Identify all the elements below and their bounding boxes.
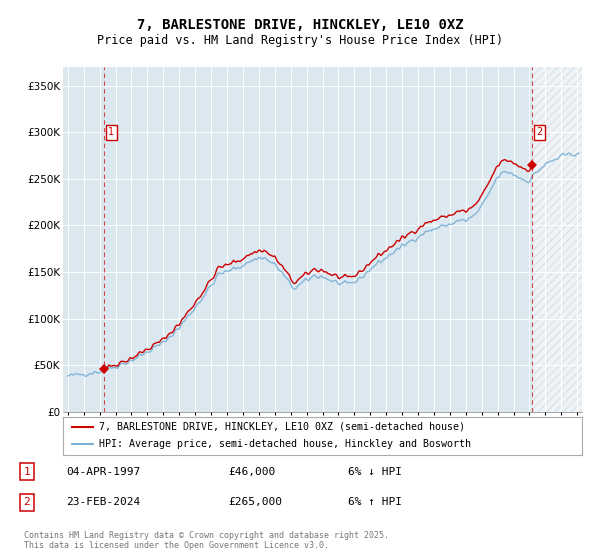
- Text: 04-APR-1997: 04-APR-1997: [66, 466, 140, 477]
- Text: 6% ↑ HPI: 6% ↑ HPI: [348, 497, 402, 507]
- Text: 23-FEB-2024: 23-FEB-2024: [66, 497, 140, 507]
- Text: 1: 1: [23, 466, 31, 477]
- Bar: [532, 67, 582, 412]
- Text: 2: 2: [23, 497, 31, 507]
- Text: £265,000: £265,000: [228, 497, 282, 507]
- Text: Price paid vs. HM Land Registry's House Price Index (HPI): Price paid vs. HM Land Registry's House …: [97, 34, 503, 47]
- Text: 7, BARLESTONE DRIVE, HINCKLEY, LE10 0XZ (semi-detached house): 7, BARLESTONE DRIVE, HINCKLEY, LE10 0XZ …: [100, 422, 466, 432]
- Text: Contains HM Land Registry data © Crown copyright and database right 2025.
This d: Contains HM Land Registry data © Crown c…: [24, 530, 389, 550]
- Text: 7, BARLESTONE DRIVE, HINCKLEY, LE10 0XZ: 7, BARLESTONE DRIVE, HINCKLEY, LE10 0XZ: [137, 18, 463, 32]
- Text: 6% ↓ HPI: 6% ↓ HPI: [348, 466, 402, 477]
- Text: £46,000: £46,000: [228, 466, 275, 477]
- Text: 1: 1: [109, 127, 115, 137]
- Text: HPI: Average price, semi-detached house, Hinckley and Bosworth: HPI: Average price, semi-detached house,…: [100, 440, 472, 450]
- Text: 2: 2: [536, 127, 543, 137]
